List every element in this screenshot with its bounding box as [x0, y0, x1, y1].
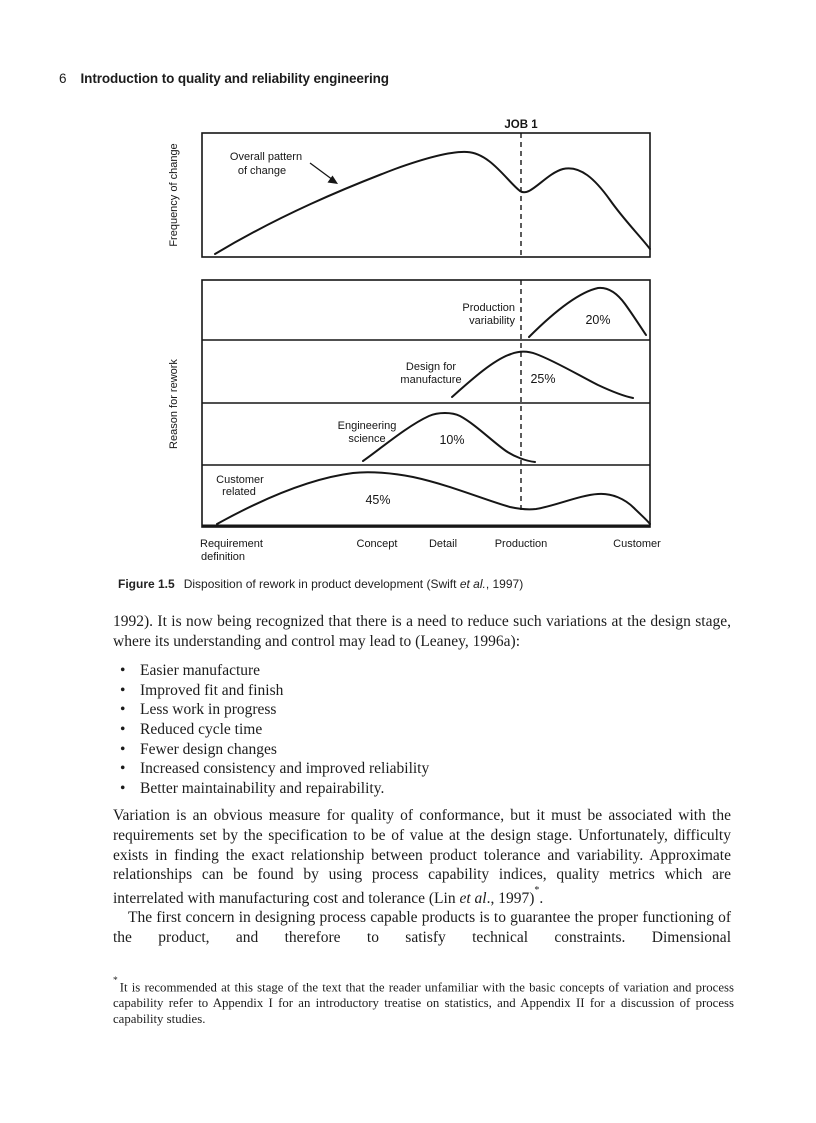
bullet-icon: • — [120, 779, 126, 797]
list-item: • Better maintainability and repairabilit… — [113, 779, 731, 799]
benefit-bullet-list: • Easier manufacture • Improved fit and fi… — [113, 661, 731, 798]
paragraph-2-end: . — [539, 889, 544, 907]
band4-label-line1: Customer — [216, 474, 264, 486]
overall-change-curve — [214, 150, 651, 255]
band1-percentage: 20% — [585, 313, 610, 327]
overall-pattern-annotation-line1: Overall pattern — [230, 151, 302, 163]
top-chart-frame — [201, 132, 651, 258]
figure-caption-label: Figure 1.5 — [118, 577, 175, 591]
band3-label-line1: Engineering — [338, 420, 397, 432]
bullet-icon: • — [120, 701, 126, 719]
bullet-icon: • — [120, 740, 126, 758]
figure-caption: Figure 1.5 Disposition of rework in produ… — [118, 577, 698, 591]
list-item: • Improved fit and finish — [113, 681, 731, 701]
list-item: • Less work in progress — [113, 700, 731, 720]
xaxis-requirement-line1: Requirement — [200, 538, 263, 550]
bullet-icon: • — [120, 681, 126, 699]
band4-percentage: 45% — [365, 493, 390, 507]
xaxis-customer: Customer — [613, 538, 661, 550]
bottom-chart-ylabel: Reason for rework — [168, 359, 180, 449]
paragraph-2-post: ., 1997) — [486, 889, 535, 907]
footnote-asterisk: * — [113, 976, 118, 986]
footnote-marker: * — [534, 884, 540, 896]
annotation-arrow-line — [309, 162, 334, 181]
top-chart-ylabel: Frequency of change — [168, 143, 180, 246]
figure-caption-text: Disposition of rework in product develop… — [183, 577, 460, 591]
overall-pattern-annotation-line2: of change — [238, 165, 286, 177]
xaxis-requirement-line2: definition — [201, 551, 245, 563]
production-variability-curve — [528, 286, 647, 338]
running-header: 6 Introduction to quality and reliability… — [59, 71, 389, 86]
list-item-text: Reduced cycle time — [140, 720, 263, 738]
figure-1-5: JOB 1 Frequency of change Overall patter… — [155, 103, 685, 571]
band3-percentage: 10% — [439, 433, 464, 447]
band1-label-line1: Production — [462, 302, 515, 314]
figure-1-5-chart: JOB 1 Frequency of change Overall patter… — [168, 119, 661, 563]
job1-label: JOB 1 — [504, 119, 538, 131]
body-text: 1992). It is now being recognized that t… — [113, 612, 731, 948]
xaxis-detail: Detail — [429, 538, 457, 550]
paragraph-2-italic: et al — [459, 889, 487, 907]
paragraph-2: Variation is an obvious measure for qual… — [113, 806, 731, 908]
list-item-text: Less work in progress — [140, 701, 277, 719]
figure-caption-italic: et al. — [459, 577, 486, 591]
band2-label-line2: manufacture — [400, 374, 461, 386]
list-item: • Reduced cycle time — [113, 720, 731, 740]
xaxis-production: Production — [495, 538, 548, 550]
page-number: 6 — [59, 71, 67, 86]
bullet-icon: • — [120, 720, 126, 738]
list-item-text: Better maintainability and repairability… — [140, 779, 385, 797]
paragraph-1: 1992). It is now being recognized that t… — [113, 613, 731, 650]
footnote-text: It is recommended at this stage of the t… — [113, 980, 734, 1027]
band2-percentage: 25% — [530, 372, 555, 386]
paragraph-3: The first concern in designing process c… — [113, 909, 731, 947]
running-header-title: Introduction to quality and reliability … — [80, 71, 390, 86]
band2-label-line1: Design for — [406, 361, 456, 373]
band4-label-line2: related — [222, 486, 256, 498]
list-item: • Increased consistency and improved reli… — [113, 759, 731, 779]
xaxis-concept: Concept — [357, 538, 398, 550]
band1-label-line2: variability — [469, 315, 515, 327]
bullet-icon: • — [120, 760, 126, 778]
bullet-icon: • — [120, 662, 126, 680]
list-item-text: Improved fit and finish — [140, 681, 284, 699]
design-for-manufacture-curve — [451, 350, 634, 399]
list-item: • Fewer design changes — [113, 740, 731, 760]
list-item-text: Increased consistency and improved relia… — [140, 760, 430, 778]
figure-caption-post: , 1997) — [485, 577, 524, 591]
band3-label-line2: science — [348, 433, 385, 445]
annotation-arrow-head-icon — [327, 175, 338, 184]
footnote: * It is recommended at this stage of the … — [113, 976, 734, 1027]
paragraph-2-text: Variation is an obvious measure for qual… — [113, 807, 731, 907]
list-item: • Easier manufacture — [113, 661, 731, 681]
engineering-science-curve — [362, 412, 536, 463]
list-item-text: Easier manufacture — [140, 662, 261, 680]
list-item-text: Fewer design changes — [140, 740, 277, 758]
customer-related-curve — [216, 471, 651, 525]
